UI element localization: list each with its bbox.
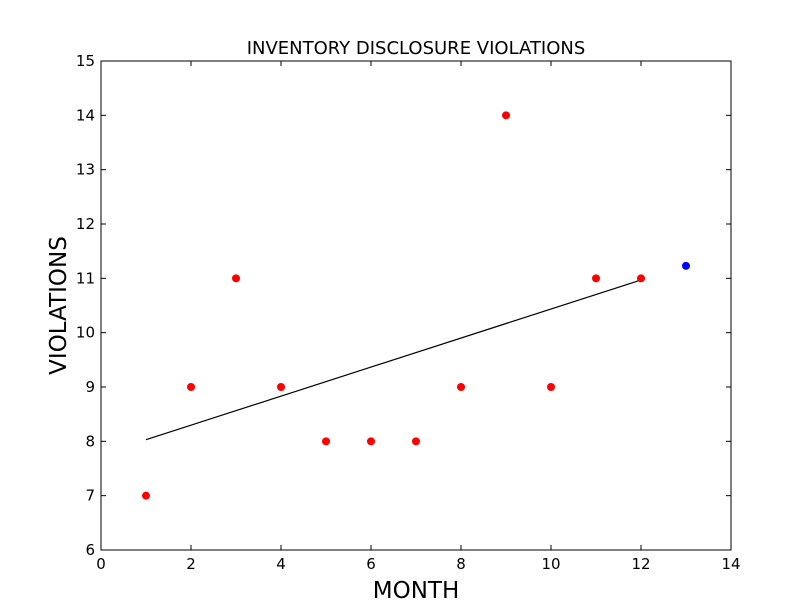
- y-tick-label: 8: [85, 432, 95, 450]
- x-tick-label: 8: [456, 555, 466, 573]
- y-tick-label: 10: [76, 324, 95, 342]
- y-tick-label: 11: [76, 269, 95, 287]
- y-axis-label: VIOLATIONS: [46, 236, 72, 375]
- y-tick-label: 12: [76, 215, 95, 233]
- y-tick-label: 13: [76, 161, 95, 179]
- y-tick-label: 14: [76, 106, 95, 124]
- plot-area-frame: [100, 60, 732, 551]
- x-tick-label: 12: [631, 555, 650, 573]
- x-tick-label: 10: [541, 555, 560, 573]
- data-point-s0-8: [502, 111, 510, 120]
- y-axis: 6 7 8 9 10 11 12 13 14 15: [76, 52, 731, 559]
- x-axis: 0 2 4 6 8 10 12 14: [96, 61, 741, 573]
- data-point-s0-7: [457, 383, 465, 391]
- y-tick-label: 15: [76, 52, 95, 70]
- chart-title: INVENTORY DISCLOSURE VIOLATIONS: [247, 38, 586, 59]
- x-tick-label: 6: [366, 555, 376, 573]
- x-tick-label: 0: [96, 555, 106, 573]
- data-point-s0-4: [322, 437, 330, 446]
- trend-line: [145, 279, 642, 441]
- x-tick-label: 2: [186, 555, 196, 573]
- y-tick-label: 6: [85, 541, 95, 559]
- y-tick-label: 9: [85, 378, 95, 396]
- data-point-s0-0: [142, 491, 150, 500]
- data-point-s0-6: [412, 437, 420, 446]
- points-layer: [142, 111, 690, 500]
- trend-layer: [145, 279, 642, 441]
- data-point-s0-2: [232, 274, 240, 283]
- data-point-s0-1: [187, 383, 195, 391]
- data-point-s0-10: [592, 274, 600, 283]
- x-axis-label: MONTH: [373, 578, 460, 604]
- x-tick-label: 4: [276, 555, 286, 573]
- data-point-s0-9: [547, 383, 555, 391]
- data-point-s0-5: [367, 437, 375, 446]
- data-point-s0-3: [277, 383, 285, 391]
- data-point-s0-11: [637, 274, 645, 283]
- y-tick-label: 7: [85, 487, 95, 505]
- data-point-s1-0: [682, 261, 690, 270]
- x-tick-label: 14: [721, 555, 740, 573]
